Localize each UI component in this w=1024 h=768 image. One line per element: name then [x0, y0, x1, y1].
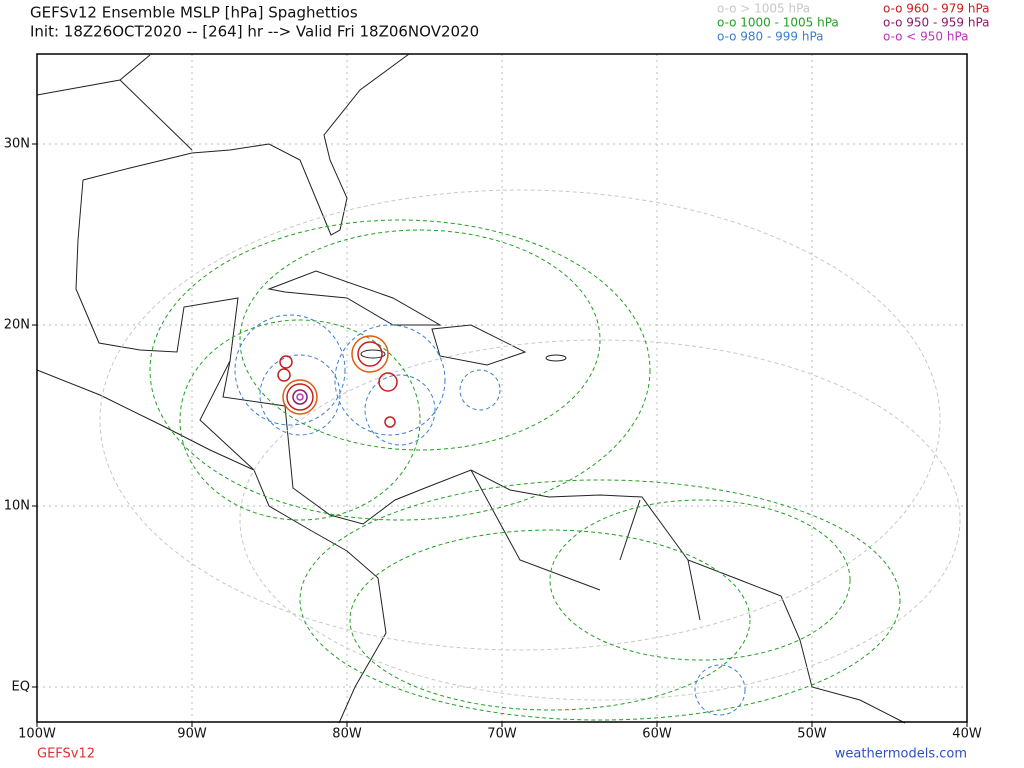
- low-center: [357, 341, 383, 367]
- contour: [349, 529, 751, 711]
- contour: [99, 189, 941, 651]
- legend-entry: o-o 950 - 959 hPa: [883, 16, 990, 30]
- jamaica: [360, 349, 386, 359]
- contour: [299, 479, 901, 721]
- lon-label: 60W: [642, 727, 672, 742]
- lat-label: 20N: [4, 318, 30, 333]
- legend-entry: o-o 1000 - 1005 hPa: [717, 16, 839, 30]
- lon-label: 90W: [177, 727, 207, 742]
- low-center: [296, 393, 304, 401]
- spaghetti: [99, 189, 961, 721]
- contour: [334, 324, 446, 436]
- cuba: [267, 270, 442, 326]
- border: [36, 54, 701, 621]
- map-frame: [36, 53, 968, 723]
- legend-entry: o-o < 950 hPa: [883, 30, 969, 44]
- hispaniola: [431, 324, 527, 366]
- contour: [239, 229, 601, 451]
- puerto-rico: [545, 354, 567, 362]
- lon-label: 80W: [332, 727, 362, 742]
- lon-label: 100W: [18, 727, 56, 742]
- title: GEFSv12 Ensemble MSLP [hPa] Spaghettios: [30, 4, 358, 22]
- lat-label: 30N: [4, 137, 30, 152]
- lon-label: 50W: [797, 727, 827, 742]
- model-label: GEFSv12: [37, 747, 95, 762]
- legend-entry: o-o > 1005 hPa: [717, 2, 810, 16]
- coastlines: [36, 53, 906, 724]
- lat-label: 10N: [4, 499, 30, 514]
- legend-entry: o-o 960 - 979 hPa: [883, 2, 990, 16]
- low-center: [286, 383, 314, 411]
- contour: [459, 369, 501, 411]
- low-center: [279, 355, 293, 369]
- lat-label: EQ: [12, 680, 30, 695]
- contour: [549, 499, 851, 661]
- low-center: [384, 416, 396, 428]
- low-center: [351, 335, 389, 373]
- low-center: [292, 389, 308, 405]
- site-label: weathermodels.com: [835, 747, 967, 762]
- low-center: [277, 368, 291, 382]
- contour: [234, 314, 346, 426]
- lon-label: 40W: [952, 727, 982, 742]
- coastline: [82, 53, 410, 236]
- subtitle: Init: 18Z26OCT2020 -- [264] hr --> Valid…: [30, 23, 479, 41]
- contour: [364, 374, 436, 446]
- coastline: [75, 179, 906, 724]
- contour: [239, 339, 961, 701]
- contour: [694, 664, 746, 716]
- contour: [149, 219, 651, 521]
- low-center: [282, 379, 318, 415]
- legend-entry: o-o 980 - 999 hPa: [717, 30, 824, 44]
- lon-label: 70W: [487, 727, 517, 742]
- contour: [179, 319, 421, 521]
- coastline: [36, 369, 387, 724]
- low-center: [378, 372, 398, 392]
- contour: [259, 354, 341, 436]
